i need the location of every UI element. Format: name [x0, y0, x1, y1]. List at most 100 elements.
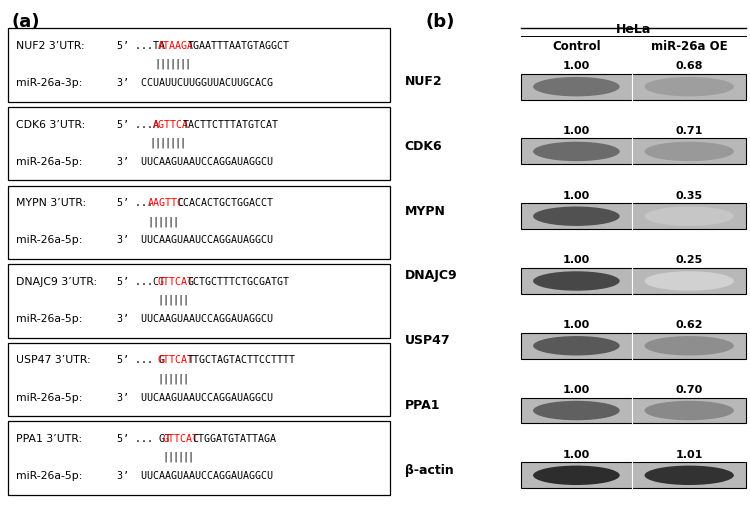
Ellipse shape — [533, 142, 620, 161]
Text: ATAAGA: ATAAGA — [158, 41, 194, 51]
Bar — [520, 268, 746, 294]
Text: |: | — [164, 138, 170, 148]
Text: DNAJC9: DNAJC9 — [404, 269, 457, 282]
Text: HeLa: HeLa — [616, 23, 651, 36]
Text: GTTCAT: GTTCAT — [163, 434, 199, 444]
Text: 1.00: 1.00 — [562, 191, 590, 201]
Ellipse shape — [644, 271, 734, 291]
Text: 0.68: 0.68 — [676, 61, 703, 71]
Text: CTGGATGTATTAGA: CTGGATGTATTAGA — [193, 434, 277, 444]
Ellipse shape — [533, 401, 620, 420]
Text: 3’  UUCAAGUAAUCCAGGAUAGGCU: 3’ UUCAAGUAAUCCAGGAUAGGCU — [117, 314, 273, 324]
Text: |: | — [175, 138, 181, 148]
Bar — [8, 343, 389, 416]
Text: |: | — [157, 216, 163, 226]
Text: |: | — [177, 452, 183, 462]
Text: miR-26a-5p:: miR-26a-5p: — [16, 471, 82, 481]
Ellipse shape — [644, 206, 734, 226]
Text: TGAATTTAATGTAGGCT: TGAATTTAATGTAGGCT — [188, 41, 290, 51]
Text: miR-26a-3p:: miR-26a-3p: — [16, 78, 82, 88]
Bar — [520, 462, 746, 488]
Text: PPA1: PPA1 — [404, 399, 440, 412]
Text: miR-26a OE: miR-26a OE — [651, 40, 728, 53]
Text: 1.00: 1.00 — [562, 450, 590, 460]
Text: AGTTCA: AGTTCA — [152, 119, 188, 130]
Text: PPA1 3’UTR:: PPA1 3’UTR: — [16, 434, 82, 444]
Text: 1.00: 1.00 — [562, 126, 590, 136]
Bar — [520, 74, 746, 100]
Ellipse shape — [533, 336, 620, 356]
Text: |: | — [162, 216, 168, 226]
Text: DNAJC9 3’UTR:: DNAJC9 3’UTR: — [16, 277, 97, 287]
Text: β-actin: β-actin — [404, 464, 453, 477]
Text: 3’  UUCAAGUAAUCCAGGAUAGGCU: 3’ UUCAAGUAAUCCAGGAUAGGCU — [117, 235, 273, 246]
Text: 5’ ...A: 5’ ...A — [117, 119, 159, 130]
Text: |: | — [182, 295, 188, 305]
Text: |: | — [180, 59, 186, 69]
Text: |: | — [172, 373, 178, 384]
Bar — [520, 139, 746, 164]
Text: NUF2: NUF2 — [404, 75, 442, 88]
Text: 3’  UUCAAGUAAUCCAGGAUAGGCU: 3’ UUCAAGUAAUCCAGGAUAGGCU — [117, 392, 273, 403]
Text: |: | — [164, 59, 170, 69]
Text: |: | — [167, 295, 173, 305]
Bar — [8, 264, 389, 338]
Text: miR-26a-5p:: miR-26a-5p: — [16, 392, 82, 403]
Text: 5’ ...CT: 5’ ...CT — [117, 277, 165, 287]
Text: 1.00: 1.00 — [562, 61, 590, 71]
Text: CCACACTGCTGGACCT: CCACACTGCTGGACCT — [178, 198, 274, 208]
Text: USP47: USP47 — [404, 334, 450, 347]
Text: |: | — [167, 373, 173, 384]
Text: |: | — [175, 59, 181, 69]
Ellipse shape — [644, 77, 734, 96]
Text: |: | — [170, 59, 176, 69]
Bar — [520, 398, 746, 423]
Text: |: | — [162, 373, 168, 384]
Text: miR-26a-5p:: miR-26a-5p: — [16, 235, 82, 246]
Text: |: | — [147, 216, 153, 226]
Text: TACTTCTTTATGTCAT: TACTTCTTTATGTCAT — [183, 119, 279, 130]
Text: |: | — [154, 138, 160, 148]
Text: NUF2 3’UTR:: NUF2 3’UTR: — [16, 41, 85, 51]
Text: miR-26a-5p:: miR-26a-5p: — [16, 314, 82, 324]
Text: |: | — [177, 295, 183, 305]
Bar — [8, 28, 389, 102]
Text: 5’ ...: 5’ ... — [117, 198, 153, 208]
Text: |: | — [170, 138, 176, 148]
Bar — [520, 333, 746, 359]
Bar — [520, 203, 746, 229]
Text: 1.01: 1.01 — [676, 450, 703, 460]
Text: |: | — [182, 452, 188, 462]
Ellipse shape — [533, 271, 620, 291]
Text: 5’ ... G: 5’ ... G — [117, 355, 165, 366]
Text: 0.62: 0.62 — [676, 320, 703, 330]
Text: |: | — [182, 373, 188, 384]
Text: |: | — [152, 216, 158, 226]
Text: |: | — [160, 138, 166, 148]
Text: GCTGCTTTCTGCGATGT: GCTGCTTTCTGCGATGT — [188, 277, 290, 287]
Text: 1.00: 1.00 — [562, 320, 590, 330]
Text: |: | — [162, 295, 168, 305]
Text: 3’  UUCAAGUAAUCCAGGAUAGGCU: 3’ UUCAAGUAAUCCAGGAUAGGCU — [117, 157, 273, 167]
Text: 0.25: 0.25 — [676, 255, 703, 265]
Text: |: | — [172, 216, 178, 226]
Bar — [8, 421, 389, 495]
Text: |: | — [149, 138, 155, 148]
Text: 0.70: 0.70 — [676, 385, 703, 395]
Ellipse shape — [533, 466, 620, 485]
Text: 1.00: 1.00 — [562, 385, 590, 395]
Text: 3’  UUCAAGUAAUCCAGGAUAGGCU: 3’ UUCAAGUAAUCCAGGAUAGGCU — [117, 471, 273, 481]
Text: |: | — [172, 452, 178, 462]
Ellipse shape — [644, 142, 734, 161]
Text: 3’  CCUAUUCUUGGUUACUUGCACG: 3’ CCUAUUCUUGGUUACUUGCACG — [117, 78, 273, 88]
Text: |: | — [157, 295, 163, 305]
Text: MYPN 3’UTR:: MYPN 3’UTR: — [16, 198, 86, 208]
Text: |: | — [160, 59, 166, 69]
Ellipse shape — [533, 206, 620, 226]
Text: GTTCAT: GTTCAT — [158, 277, 194, 287]
Text: |: | — [162, 452, 168, 462]
Bar — [8, 107, 389, 180]
Text: TTGCTAGTACTTCCTTTT: TTGCTAGTACTTCCTTTT — [188, 355, 296, 366]
Text: (b): (b) — [426, 13, 455, 31]
Text: |: | — [167, 216, 173, 226]
